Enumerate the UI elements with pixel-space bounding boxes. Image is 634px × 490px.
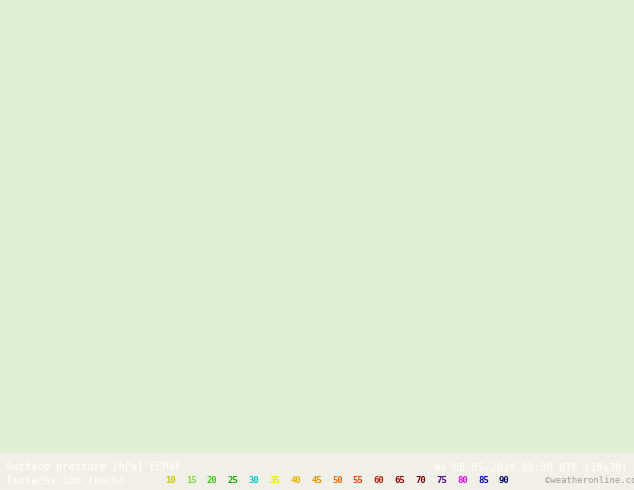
- Text: We 08-05-2024 00:00 UTC (18+30): We 08-05-2024 00:00 UTC (18+30): [434, 463, 628, 472]
- Text: 45: 45: [311, 476, 322, 485]
- Text: 75: 75: [436, 476, 447, 485]
- Text: 25: 25: [228, 476, 238, 485]
- Text: 50: 50: [332, 476, 342, 485]
- Text: 70: 70: [415, 476, 426, 485]
- Text: 40: 40: [290, 476, 301, 485]
- Text: 65: 65: [394, 476, 405, 485]
- Text: Isotachs 10m (km/h): Isotachs 10m (km/h): [6, 476, 125, 486]
- Text: 35: 35: [269, 476, 280, 485]
- Text: 85: 85: [478, 476, 489, 485]
- Text: ©weatheronline.co.uk: ©weatheronline.co.uk: [545, 476, 634, 485]
- Text: 20: 20: [207, 476, 217, 485]
- Text: 30: 30: [249, 476, 259, 485]
- Text: 90: 90: [499, 476, 510, 485]
- Text: 15: 15: [186, 476, 197, 485]
- Text: 80: 80: [457, 476, 468, 485]
- Text: 10: 10: [165, 476, 176, 485]
- Text: Surface pressure [hPa] ECMWF: Surface pressure [hPa] ECMWF: [6, 463, 181, 472]
- Text: 55: 55: [353, 476, 363, 485]
- Text: 60: 60: [373, 476, 384, 485]
